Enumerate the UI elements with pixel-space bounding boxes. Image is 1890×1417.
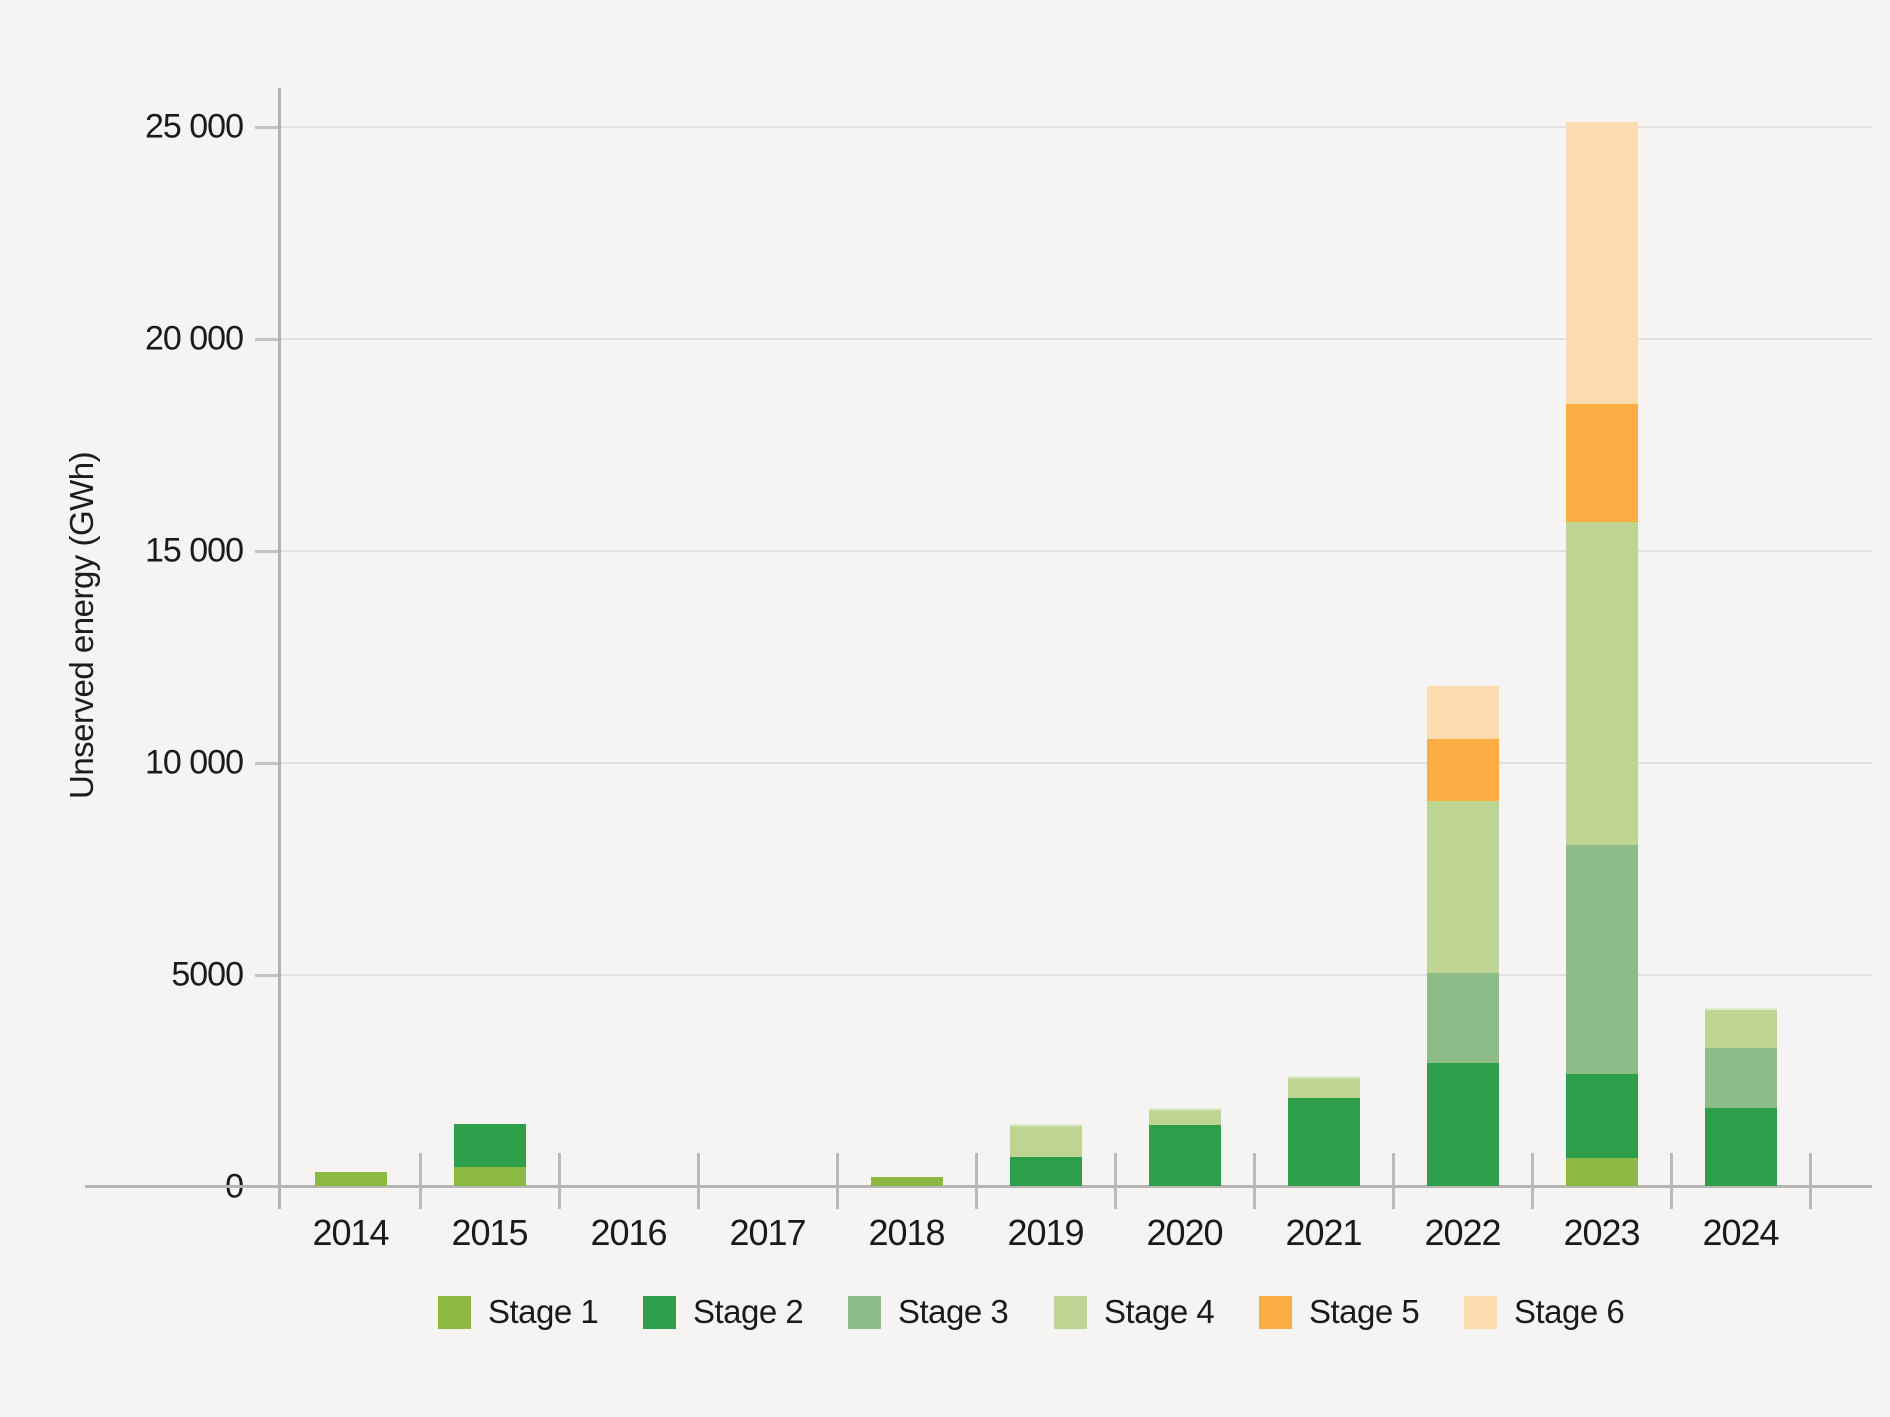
bar-2014 [314, 1171, 387, 1186]
legend-swatch-stage-5 [1259, 1295, 1292, 1329]
x-label-2016: 2016 [590, 1212, 667, 1253]
bar-segment-2022-stage-3 [1426, 973, 1499, 1063]
bar-segment-2023-stage-2 [1565, 1074, 1638, 1159]
x-label-2017: 2017 [729, 1212, 806, 1253]
y-tick-15000 [255, 550, 281, 553]
bar-2021 [1287, 1075, 1360, 1186]
x-label-2020: 2020 [1146, 1212, 1223, 1253]
y-gridline-20000 [257, 338, 1872, 340]
y-tick-25000 [255, 126, 281, 129]
x-axis-tick-6 [1113, 1153, 1117, 1209]
y-tick-label-10000: 10 000 [145, 743, 244, 782]
y-tick-20000 [255, 338, 281, 341]
x-axis-tick-4 [835, 1153, 839, 1209]
legend-item-stage-2: Stage 2 [643, 1290, 804, 1334]
legend-item-stage-1: Stage 1 [438, 1290, 599, 1334]
legend-swatch-stage-2 [643, 1295, 676, 1329]
legend-item-stage-3: Stage 3 [848, 1290, 1009, 1334]
x-axis-tick-9 [1530, 1153, 1534, 1209]
bar-segment-2022-stage-5 [1426, 739, 1499, 802]
bar-segment-2022-stage-2 [1426, 1062, 1499, 1186]
bar-2015 [453, 1123, 526, 1186]
bar-segment-2021-stage-2 [1287, 1097, 1360, 1186]
y-tick-label-25000: 25 000 [145, 107, 244, 146]
y-tick-label-20000: 20 000 [145, 319, 244, 358]
legend-label-stage-1: Stage 1 [488, 1293, 599, 1330]
bar-segment-2023-stage-6 [1565, 122, 1638, 404]
x-label-2021: 2021 [1285, 1212, 1362, 1253]
legend-label-stage-5: Stage 5 [1309, 1293, 1420, 1330]
legend-item-stage-4: Stage 4 [1054, 1290, 1215, 1334]
legend-swatch-stage-3 [848, 1295, 881, 1329]
legend-label-stage-2: Stage 2 [693, 1293, 804, 1330]
bar-segment-2018-stage-1 [870, 1177, 943, 1186]
x-axis-tick-3 [696, 1153, 700, 1209]
x-axis-baseline [85, 1185, 1872, 1188]
legend-swatch-stage-6 [1464, 1295, 1497, 1329]
y-axis-title: Unserved energy (GWh) [63, 451, 100, 799]
x-axis-tick-10 [1669, 1153, 1673, 1209]
bar-segment-2024-stage-2 [1704, 1107, 1777, 1186]
bar-segment-2015-stage-2 [453, 1123, 526, 1167]
legend: Stage 1 Stage 2 Stage 3 Stage 4 Stage 5 Stage… [0, 1290, 1890, 1340]
x-label-2014: 2014 [312, 1212, 389, 1253]
y-gridline-25000 [257, 126, 1872, 128]
bar-2024 [1704, 1007, 1777, 1186]
y-gridline-10000 [257, 762, 1872, 764]
legend-label-stage-6: Stage 6 [1514, 1293, 1625, 1330]
bar-segment-2019-stage-4 [1009, 1124, 1082, 1157]
x-axis-tick-11 [1808, 1153, 1812, 1209]
bar-segment-2022-stage-4 [1426, 801, 1499, 974]
x-label-2019: 2019 [1007, 1212, 1084, 1253]
y-axis-line [278, 88, 281, 1209]
legend-label-stage-3: Stage 3 [898, 1293, 1009, 1330]
x-axis-tick-2 [557, 1153, 561, 1209]
bar-segment-2020-stage-2 [1148, 1124, 1221, 1186]
bar-segment-2023-stage-1 [1565, 1158, 1638, 1186]
bar-2023 [1565, 122, 1638, 1186]
x-label-2024: 2024 [1702, 1212, 1779, 1253]
bar-2019 [1009, 1124, 1082, 1186]
bar-segment-2020-stage-4 [1148, 1108, 1221, 1125]
x-axis-tick-5 [974, 1153, 978, 1209]
bar-segment-2024-stage-4 [1704, 1007, 1777, 1049]
x-label-2023: 2023 [1563, 1212, 1640, 1253]
legend-swatch-stage-4 [1054, 1295, 1087, 1329]
bar-segment-2022-stage-6 [1426, 686, 1499, 740]
bar-2022 [1426, 686, 1499, 1186]
legend-item-stage-5: Stage 5 [1259, 1290, 1420, 1334]
bar-segment-2023-stage-4 [1565, 522, 1638, 845]
legend-item-stage-6: Stage 6 [1464, 1290, 1625, 1334]
bar-segment-2021-stage-4 [1287, 1075, 1360, 1098]
x-label-2022: 2022 [1424, 1212, 1501, 1253]
y-tick-label-15000: 15 000 [145, 531, 244, 570]
bar-segment-2015-stage-1 [453, 1166, 526, 1186]
bar-segment-2023-stage-5 [1565, 403, 1638, 523]
y-tick-10000 [255, 762, 281, 765]
x-label-2018: 2018 [868, 1212, 945, 1253]
y-gridline-5000 [257, 974, 1872, 976]
bar-segment-2024-stage-3 [1704, 1048, 1777, 1108]
bar-segment-2019-stage-2 [1009, 1156, 1082, 1186]
x-axis-tick-7 [1252, 1153, 1256, 1209]
bar-2020 [1148, 1108, 1221, 1186]
x-label-2015: 2015 [451, 1212, 528, 1253]
legend-swatch-stage-1 [438, 1295, 471, 1329]
bar-segment-2014-stage-1 [314, 1171, 387, 1186]
y-tick-label-5000: 5000 [171, 955, 244, 994]
x-axis-tick-1 [418, 1153, 422, 1209]
x-axis-tick-8 [1391, 1153, 1395, 1209]
y-gridline-15000 [257, 550, 1872, 552]
legend-label-stage-4: Stage 4 [1104, 1293, 1215, 1330]
bar-segment-2023-stage-3 [1565, 844, 1638, 1075]
bar-2018 [870, 1177, 943, 1186]
y-tick-5000 [255, 974, 281, 977]
